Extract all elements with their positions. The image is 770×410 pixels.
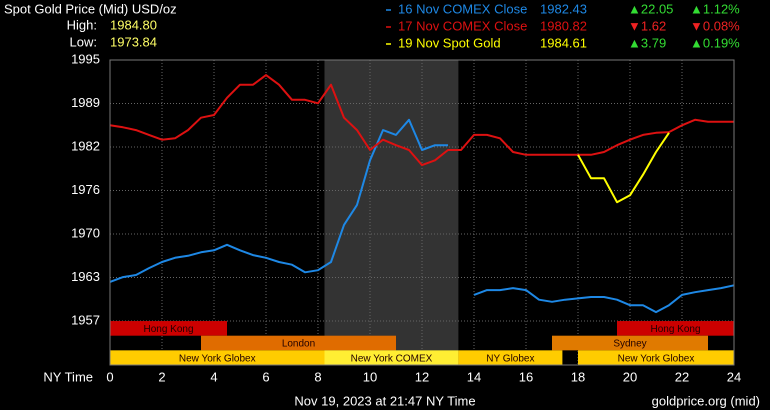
high-label: High: (67, 17, 97, 32)
session-label: NY Globex (486, 353, 534, 364)
high-value: 1984.80 (110, 17, 157, 32)
session-bar (110, 321, 227, 336)
session-label: New York Globex (179, 353, 256, 364)
session-bar (552, 335, 708, 351)
x-tick-label: 4 (210, 369, 217, 384)
legend-price: 1982.43 (540, 1, 587, 16)
y-tick-label: 1957 (71, 312, 100, 327)
session-bar (110, 350, 325, 365)
chart-title: Spot Gold Price (Mid) USD/oz (4, 1, 177, 16)
legend-change-pct: ▲0.19% (690, 35, 740, 50)
legend-name: 16 Nov COMEX Close (398, 1, 527, 16)
x-tick-label: 2 (158, 369, 165, 384)
plot-border (109, 59, 735, 366)
series-line (577, 132, 670, 204)
session-label: Sydney (613, 339, 646, 350)
shaded-region (324, 60, 459, 365)
footer: Nov 19, 2023 at 21:47 NY Time (294, 393, 475, 408)
legend-change-pct: ▼0.08% (690, 18, 740, 33)
session-bar (578, 350, 734, 365)
session-bar (458, 350, 563, 365)
legend-change: ▲3.79 (628, 35, 666, 50)
session-label: London (282, 339, 315, 350)
legend-price: 1980.82 (540, 18, 587, 33)
series-line (109, 118, 735, 314)
x-tick-label: 0 (106, 369, 113, 384)
session-label: New York COMEX (351, 353, 433, 364)
y-tick-label: 1963 (71, 269, 100, 284)
legend-price: 1984.61 (540, 35, 587, 50)
x-tick-label: 12 (415, 369, 429, 384)
session-bar (617, 321, 734, 336)
y-tick-label: 1989 (71, 95, 100, 110)
y-tick-label: 1982 (71, 138, 100, 153)
y-tick-label: 1970 (71, 225, 100, 240)
x-axis-label: NY Time (43, 369, 93, 384)
x-tick-label: 20 (623, 369, 637, 384)
session-label: Hong Kong (650, 324, 700, 335)
low-value: 1973.84 (110, 34, 157, 49)
x-tick-label: 18 (571, 369, 585, 384)
legend-change: ▼1.62 (628, 18, 666, 33)
legend-change: ▲22.05 (628, 1, 673, 16)
x-tick-label: 22 (675, 369, 689, 384)
x-tick-label: 24 (727, 369, 741, 384)
x-tick-label: 10 (363, 369, 377, 384)
legend-name: 19 Nov Spot Gold (398, 35, 501, 50)
x-tick-label: 6 (262, 369, 269, 384)
x-tick-label: 16 (519, 369, 533, 384)
source: goldprice.org (mid) (652, 393, 760, 408)
session-label: Hong Kong (143, 324, 193, 335)
x-tick-label: 14 (467, 369, 481, 384)
low-label: Low: (70, 34, 97, 49)
x-tick-label: 8 (314, 369, 321, 384)
y-tick-label: 1995 (71, 51, 100, 66)
session-bar (324, 350, 459, 365)
series-line (109, 74, 734, 167)
y-tick-label: 1976 (71, 182, 100, 197)
legend-name: 17 Nov COMEX Close (398, 18, 527, 33)
legend-change-pct: ▲1.12% (690, 1, 740, 16)
session-bar (201, 335, 396, 351)
session-label: New York Globex (618, 353, 695, 364)
